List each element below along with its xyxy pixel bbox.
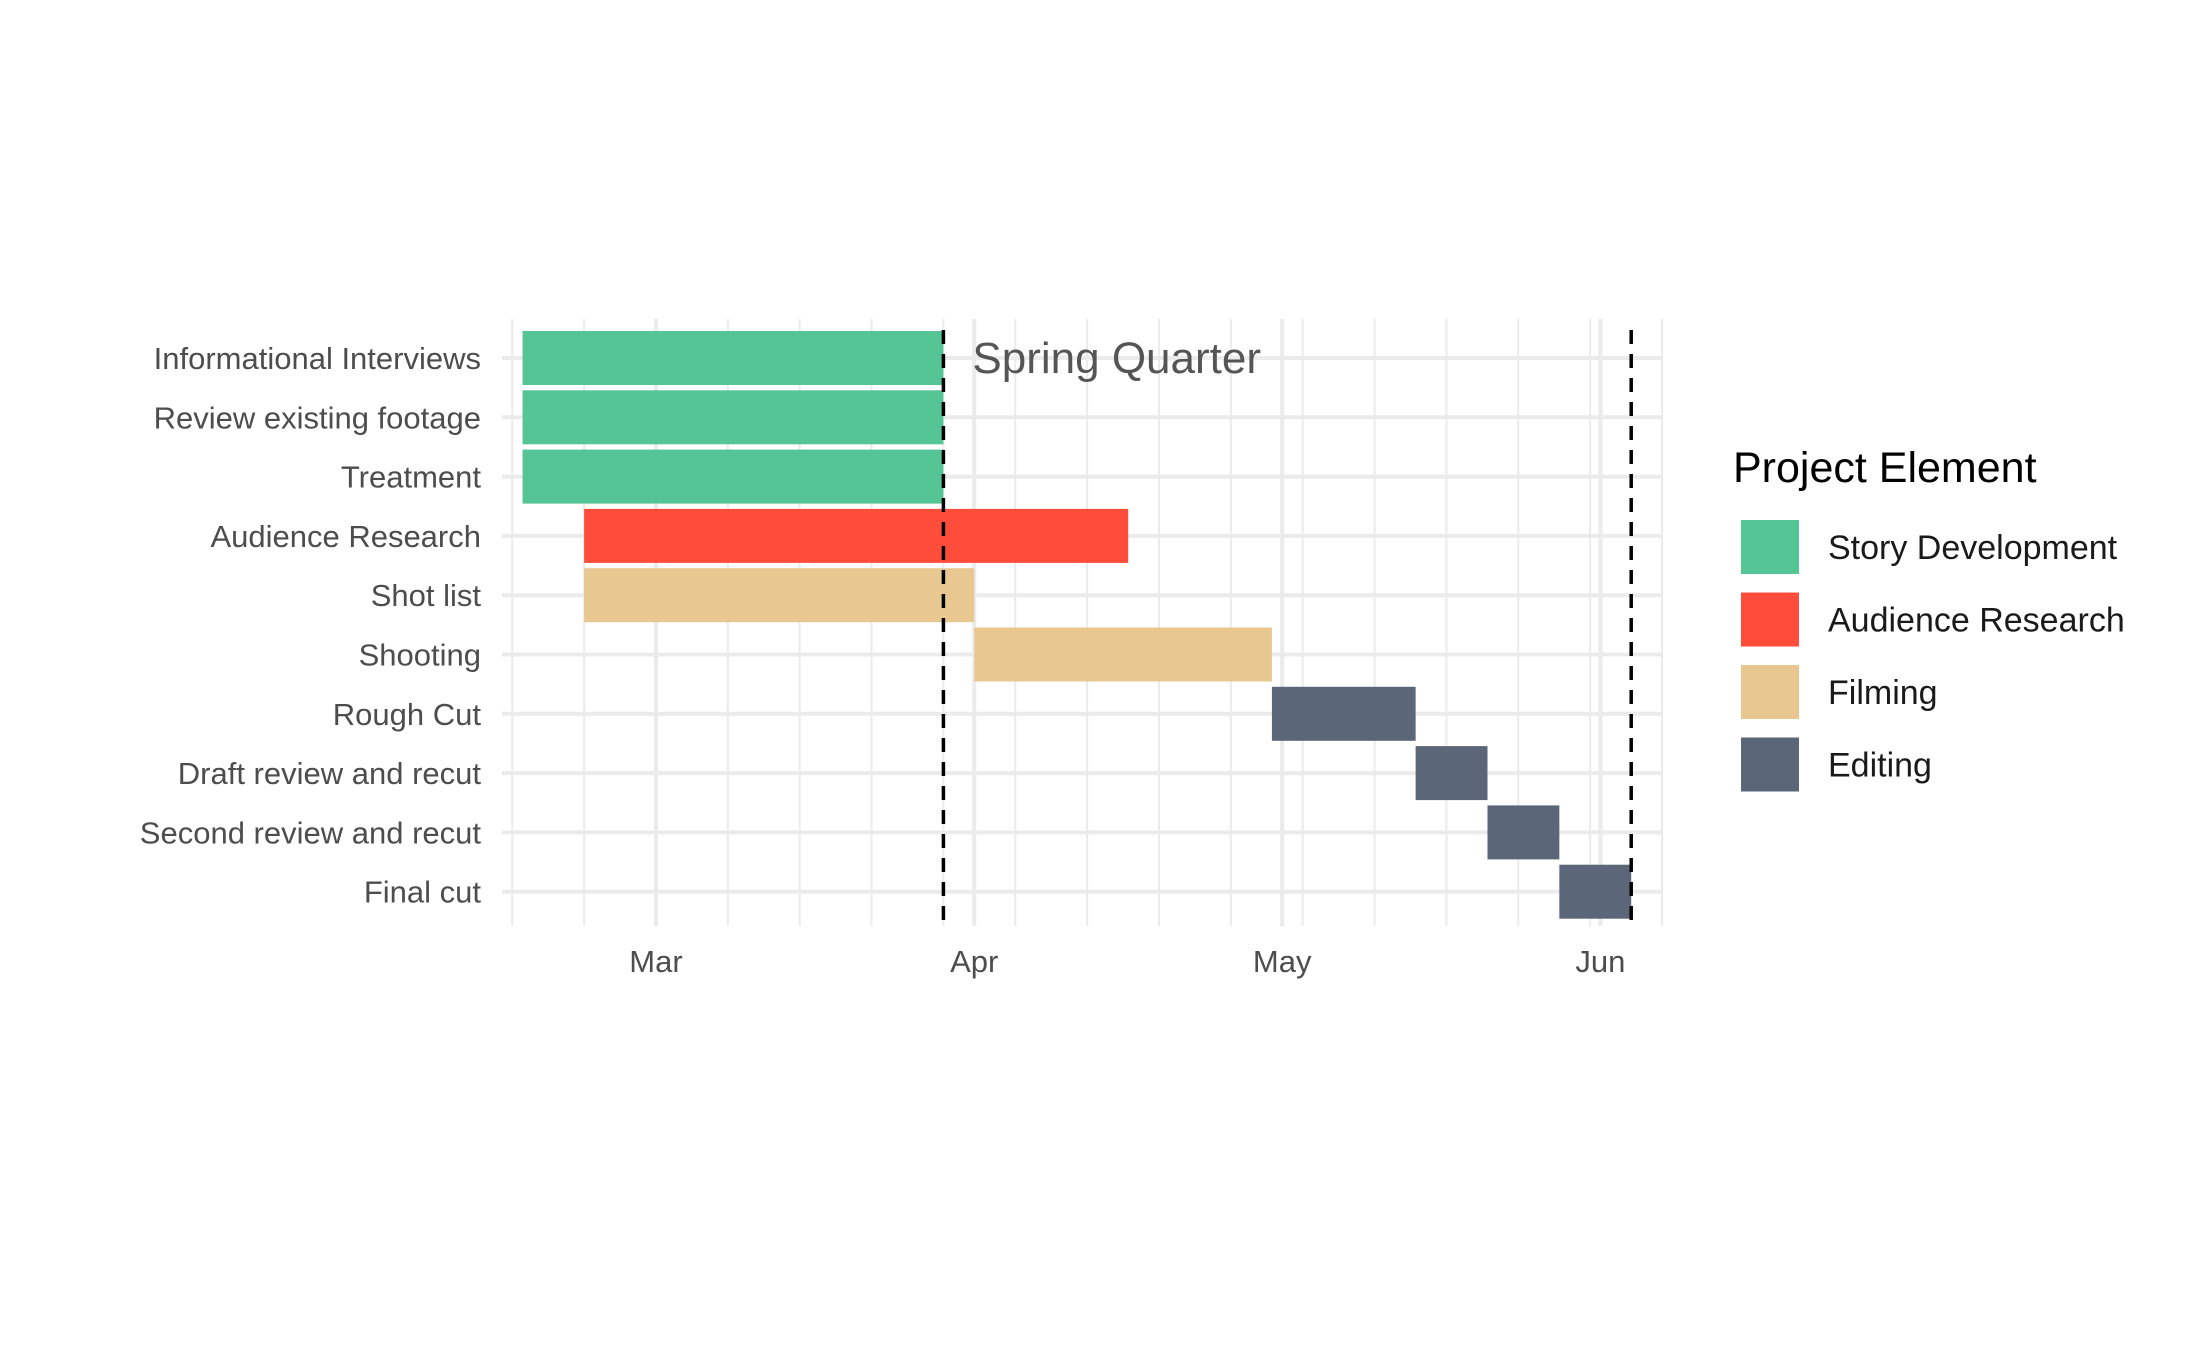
y-tick-label: Informational Interviews: [154, 341, 481, 376]
y-tick-label: Shot list: [371, 578, 482, 613]
x-tick-labels: Mar Apr May Jun: [629, 944, 1625, 979]
x-tick-label: Apr: [950, 944, 998, 979]
legend-swatch: [1741, 737, 1799, 792]
task-bar: [974, 627, 1272, 682]
reference-lines: [941, 330, 1633, 926]
task-bar: [522, 449, 944, 504]
y-tick-label: Review existing footage: [154, 400, 481, 435]
y-tick-label: Audience Research: [210, 519, 481, 554]
task-bar: [1415, 746, 1488, 801]
legend-swatch: [1741, 592, 1799, 647]
y-tick-label: Treatment: [341, 460, 482, 495]
y-tick-label: Shooting: [359, 638, 481, 673]
legend-title: Project Element: [1733, 444, 2037, 492]
y-tick-labels: Informational Interviews Review existing …: [140, 341, 482, 910]
task-bar: [1271, 686, 1416, 741]
annotation-label: Spring Quarter: [972, 334, 1261, 383]
y-tick-label: Second review and recut: [140, 815, 482, 850]
legend-items: Story Development Audience Research Filmin…: [1741, 520, 2125, 792]
x-tick-label: Jun: [1575, 944, 1625, 979]
y-tick-label: Final cut: [364, 875, 482, 910]
task-bar: [584, 568, 975, 623]
legend-label: Editing: [1828, 747, 1932, 785]
legend-swatch: [1741, 520, 1799, 574]
y-tick-label: Rough Cut: [333, 697, 482, 732]
legend: Project Element Story Development Audienc…: [1733, 444, 2125, 792]
task-bar: [522, 331, 944, 385]
task-bar: [1487, 805, 1560, 860]
task-bar: [1559, 864, 1632, 919]
legend-label: Audience Research: [1828, 602, 2125, 640]
x-tick-label: May: [1253, 944, 1312, 979]
x-tick-label: Mar: [629, 944, 682, 979]
task-bar: [522, 390, 944, 445]
task-bar: [584, 508, 1129, 563]
task-bars: [522, 331, 1632, 919]
legend-swatch: [1741, 665, 1799, 719]
legend-label: Story Development: [1828, 529, 2118, 567]
legend-label: Filming: [1828, 674, 1938, 712]
y-tick-label: Draft review and recut: [178, 756, 482, 791]
